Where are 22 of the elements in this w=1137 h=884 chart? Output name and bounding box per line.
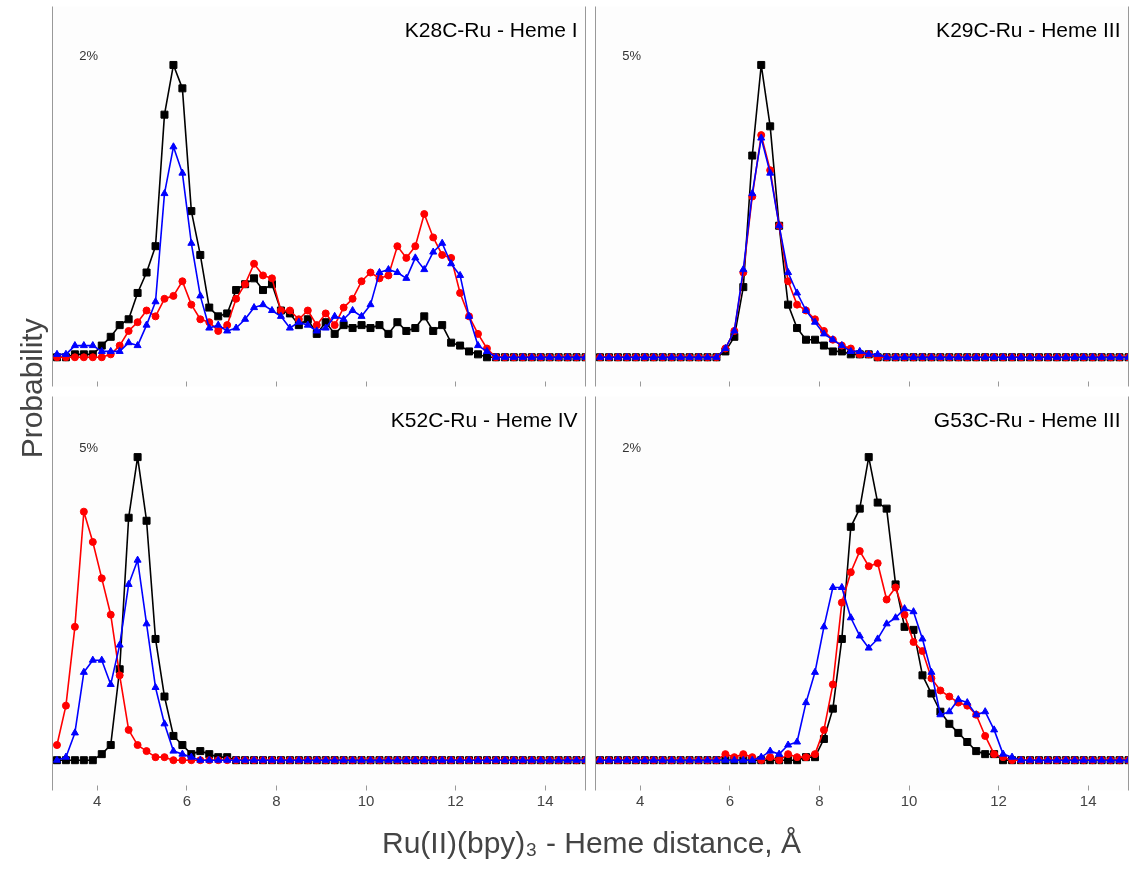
x-tick-label: 14	[1079, 791, 1097, 809]
text: 5%	[622, 48, 642, 64]
chart-title: K52C-Ru - Heme IV	[390, 408, 578, 432]
text: 2%	[79, 48, 99, 64]
y-axis-title: Probability	[15, 318, 49, 459]
text: 5%	[79, 440, 99, 456]
chart-title: K29C-Ru - Heme III	[936, 17, 1121, 41]
x-tick-label: 4	[93, 791, 102, 809]
x-tick-label: 4	[636, 791, 645, 809]
x-tick-label: 8	[272, 791, 281, 809]
text: 2%	[622, 440, 642, 456]
x-tick-label: 8	[815, 791, 824, 809]
chart-title: K28C-Ru - Heme I	[404, 17, 578, 41]
x-tick-label: 10	[357, 791, 375, 809]
chart-title: G53C-Ru - Heme III	[933, 408, 1121, 432]
x-tick-label: 10	[900, 791, 918, 809]
x-tick-label: 6	[725, 791, 735, 809]
x-tick-label: 6	[182, 791, 192, 809]
x-tick-label: 12	[990, 791, 1007, 809]
x-axis-title: Ru(II)(bpy)₃ - Heme distance, Å	[382, 826, 802, 860]
x-tick-label: 12	[447, 791, 464, 809]
x-tick-label: 14	[536, 791, 554, 809]
